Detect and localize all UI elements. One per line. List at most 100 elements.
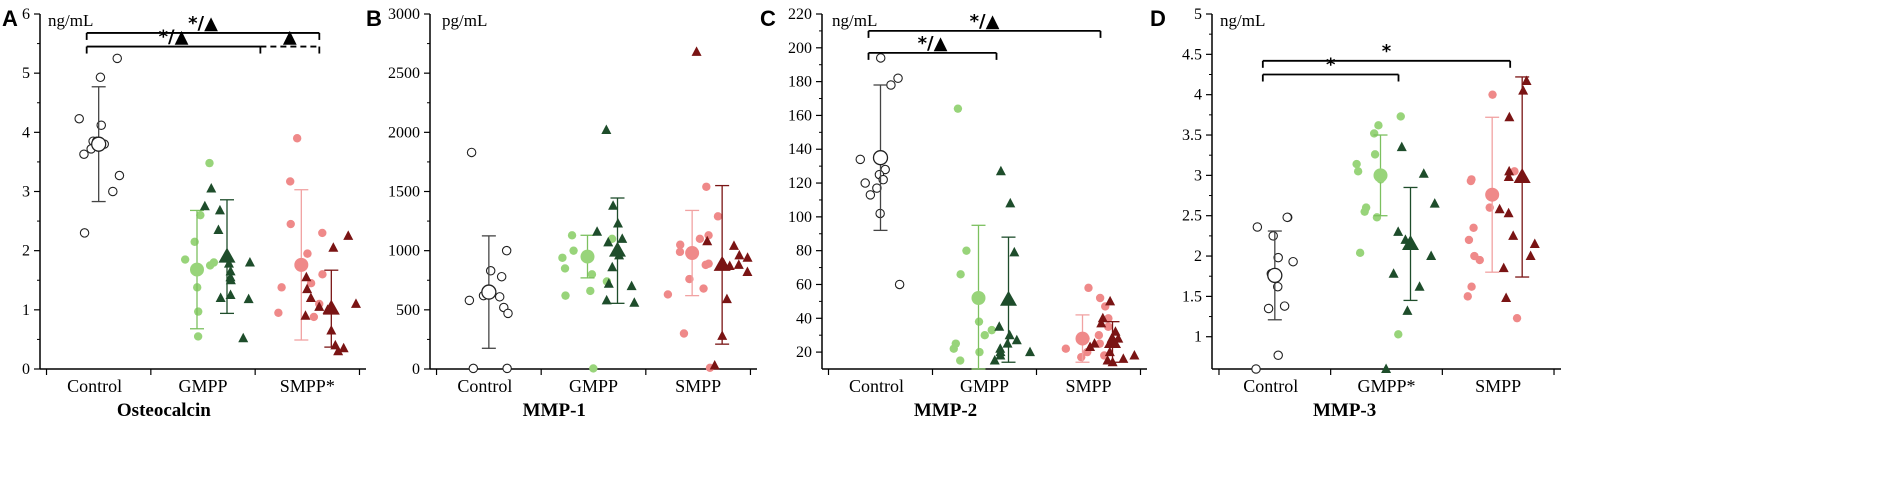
data-point <box>704 231 713 240</box>
data-point <box>865 190 876 200</box>
mean-marker <box>872 150 889 166</box>
data-point <box>695 234 705 244</box>
data-point <box>872 183 882 193</box>
data-point <box>338 342 349 353</box>
y-tick-label: 100 <box>788 209 812 226</box>
y-tick-label: 0 <box>412 361 420 378</box>
data-point <box>558 253 567 262</box>
data-point <box>1095 293 1105 303</box>
y-tick-label: 4 <box>1194 87 1202 104</box>
data-point <box>494 292 505 302</box>
mean-marker <box>1485 187 1500 202</box>
y-tick-label: 1500 <box>388 184 420 201</box>
data-point <box>1518 85 1529 95</box>
category-label: SMPP <box>1065 376 1111 396</box>
data-point <box>886 80 896 90</box>
data-point <box>679 329 689 338</box>
data-point <box>112 53 122 64</box>
mean-marker <box>685 246 700 261</box>
data-point <box>199 200 210 211</box>
data-point <box>502 363 512 374</box>
y-tick-label: 2500 <box>388 65 420 82</box>
data-point <box>699 284 708 293</box>
significance-bracket: * <box>1261 41 1512 68</box>
data-point <box>214 204 225 215</box>
significance-bracket: ▲ <box>260 27 321 54</box>
data-point <box>601 124 612 134</box>
data-point <box>1025 346 1036 357</box>
data-point <box>1370 150 1380 159</box>
significance-bracket: */▲ <box>85 27 262 54</box>
data-point <box>860 178 870 188</box>
y-tick-label: 1 <box>1194 329 1202 346</box>
data-point <box>994 321 1005 331</box>
y-tick-label: 6 <box>22 6 30 23</box>
data-point <box>561 291 570 300</box>
data-point <box>1394 330 1403 339</box>
data-point <box>468 363 479 374</box>
significance-bracket: */▲ <box>867 11 1102 38</box>
y-tick-label: 1 <box>22 302 30 319</box>
y-tick-label: 2.5 <box>1182 208 1202 225</box>
data-point <box>464 295 475 306</box>
data-point <box>742 252 753 262</box>
data-point <box>302 283 313 294</box>
data-point <box>286 219 295 229</box>
data-point <box>225 265 236 276</box>
panel-letter: D <box>1150 6 1166 31</box>
data-point <box>1273 281 1283 292</box>
unit-label: ng/mL <box>1220 11 1265 30</box>
data-point <box>603 236 614 247</box>
data-point <box>1418 168 1429 178</box>
y-tick-label: 1.5 <box>1182 288 1202 305</box>
significance-bracket: * <box>1261 55 1400 82</box>
significance-label: */▲ <box>918 33 948 54</box>
data-point <box>301 271 312 282</box>
data-point <box>1105 295 1116 306</box>
data-point <box>1464 235 1474 245</box>
data-point <box>1414 281 1425 291</box>
data-point <box>704 259 713 268</box>
significance-label: */▲ <box>159 27 189 48</box>
data-point <box>1525 250 1536 261</box>
data-point <box>1529 238 1540 248</box>
data-point <box>1096 317 1107 328</box>
data-point <box>277 283 286 292</box>
data-point <box>1504 165 1515 176</box>
data-point <box>1369 129 1379 138</box>
y-tick-label: 120 <box>788 175 812 192</box>
data-point <box>1501 292 1512 302</box>
y-tick-label: 200 <box>788 40 812 57</box>
data-point <box>875 53 886 63</box>
data-point <box>1388 268 1399 278</box>
y-tick-label: 0 <box>22 361 30 378</box>
data-point <box>587 270 597 279</box>
mean-marker <box>1373 168 1388 183</box>
mean-marker <box>322 299 340 315</box>
data-point <box>601 294 612 305</box>
data-point <box>1011 334 1022 345</box>
y-tick-label: 4.5 <box>1182 46 1202 63</box>
data-point <box>79 228 90 238</box>
data-point <box>607 261 618 272</box>
data-point <box>1381 363 1392 373</box>
data-point <box>709 359 720 370</box>
mean-marker <box>971 291 986 305</box>
y-tick-label: 5 <box>1194 6 1202 23</box>
data-point <box>1396 141 1407 152</box>
data-point <box>1251 364 1261 374</box>
data-point <box>592 226 603 236</box>
data-point <box>114 170 125 181</box>
data-point <box>1463 292 1472 301</box>
data-point <box>215 292 226 302</box>
significance-label: */▲ <box>188 13 218 34</box>
panel-letter: B <box>366 6 382 31</box>
data-point <box>1503 171 1514 181</box>
data-point <box>855 154 866 165</box>
data-point <box>1494 203 1505 214</box>
mean-marker <box>190 262 204 277</box>
data-point <box>1488 90 1497 99</box>
category-label: Control <box>67 376 122 396</box>
category-label: Control <box>849 376 904 396</box>
data-point <box>1396 112 1405 121</box>
